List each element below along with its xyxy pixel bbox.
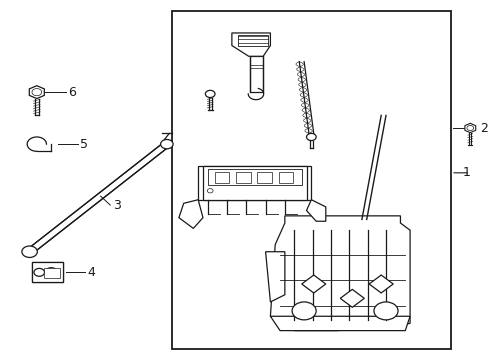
Circle shape	[22, 246, 37, 257]
Circle shape	[306, 134, 316, 140]
Bar	[203, 166, 306, 200]
Polygon shape	[44, 268, 60, 278]
Circle shape	[160, 139, 173, 149]
Polygon shape	[340, 289, 364, 307]
Bar	[238, 35, 267, 45]
Polygon shape	[301, 275, 325, 293]
Polygon shape	[306, 200, 325, 221]
Text: 1: 1	[462, 166, 470, 179]
Bar	[32, 262, 63, 282]
Circle shape	[291, 302, 316, 320]
Polygon shape	[32, 262, 63, 282]
Polygon shape	[198, 166, 311, 200]
Polygon shape	[231, 33, 270, 56]
Polygon shape	[27, 142, 169, 254]
Polygon shape	[270, 216, 409, 330]
Polygon shape	[249, 56, 263, 92]
Text: 5: 5	[80, 138, 88, 150]
Bar	[207, 169, 301, 185]
Circle shape	[32, 89, 41, 96]
Polygon shape	[265, 252, 285, 302]
Polygon shape	[270, 316, 409, 330]
Circle shape	[205, 90, 215, 98]
Bar	[171, 12, 450, 348]
Text: 6: 6	[68, 86, 76, 99]
Bar	[236, 172, 250, 183]
Text: 3: 3	[112, 199, 121, 212]
Circle shape	[466, 126, 473, 131]
Circle shape	[45, 268, 58, 277]
Circle shape	[373, 302, 397, 320]
Bar	[257, 172, 271, 183]
Bar	[215, 172, 229, 183]
Circle shape	[207, 189, 213, 193]
Polygon shape	[368, 275, 392, 293]
Text: 2: 2	[479, 122, 487, 135]
Bar	[278, 172, 292, 183]
Polygon shape	[179, 200, 203, 228]
Text: 4: 4	[87, 266, 95, 279]
Polygon shape	[464, 123, 475, 133]
Polygon shape	[29, 86, 44, 99]
Circle shape	[34, 269, 44, 276]
